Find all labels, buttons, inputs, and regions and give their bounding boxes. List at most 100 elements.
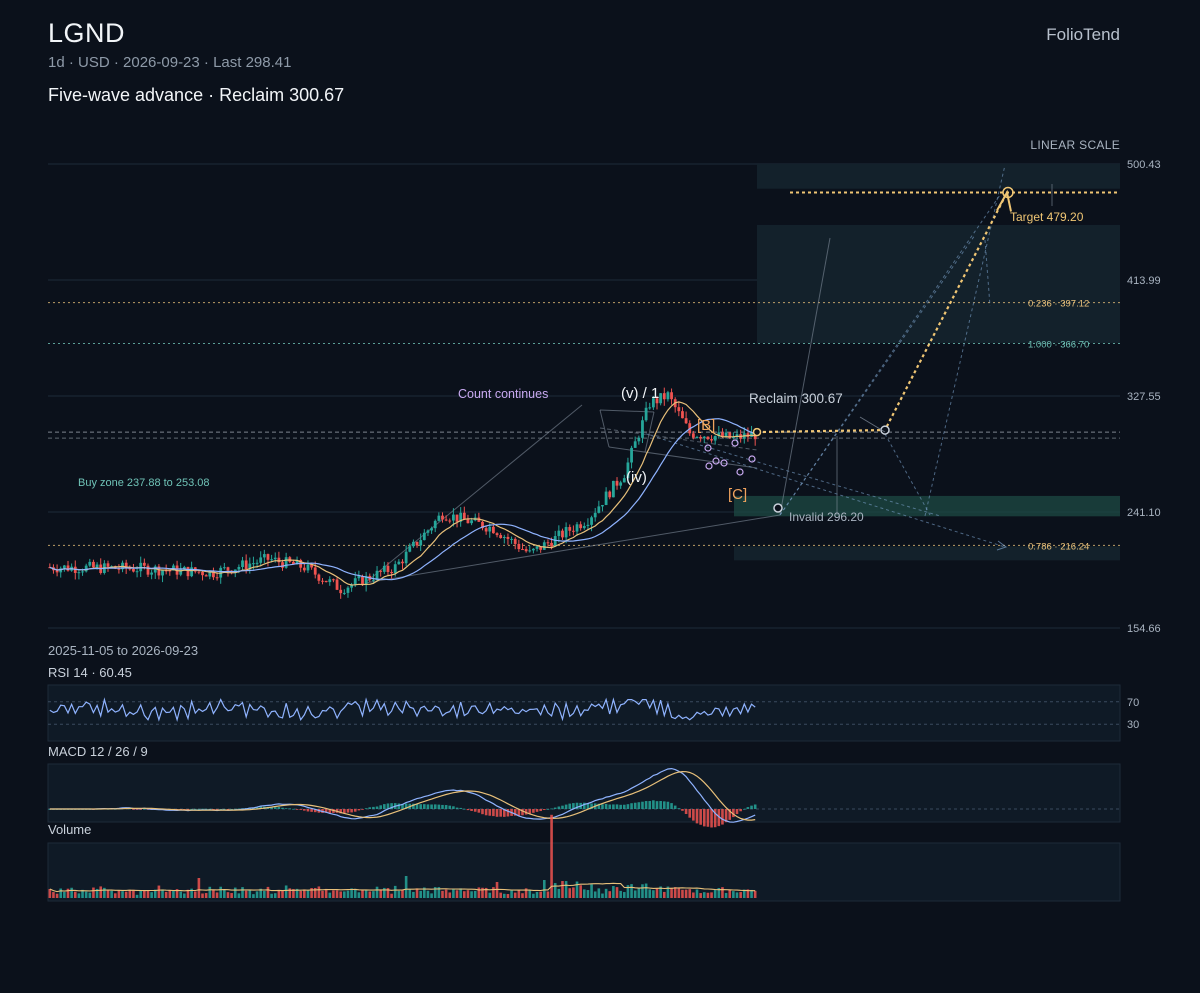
volume-bar	[459, 888, 462, 898]
volume-bar	[553, 883, 557, 898]
candle-body	[95, 564, 99, 568]
volume-bar	[248, 890, 252, 898]
volume-bar	[99, 886, 103, 898]
candle-body	[466, 518, 470, 524]
annot-reclaim: Reclaim 300.67	[749, 391, 843, 406]
macd-hist-bar	[568, 803, 572, 809]
candle-body	[444, 519, 448, 521]
volume-bar	[608, 891, 612, 898]
candle-body	[488, 526, 492, 532]
macd-hist-bar	[706, 809, 710, 827]
volume-bar	[604, 888, 608, 898]
volume-bar	[644, 883, 648, 898]
volume-bar	[448, 892, 452, 898]
volume-bar	[212, 889, 215, 898]
volume-bar	[601, 893, 604, 898]
candle-body	[335, 579, 339, 590]
macd-hist-bar	[488, 809, 492, 816]
volume-bar	[477, 887, 481, 898]
macd-hist-bar	[666, 801, 670, 809]
panel-frame	[47, 684, 1121, 742]
macd-hist-bar	[546, 808, 550, 810]
macd-hist-bar	[746, 807, 750, 809]
volume-bar	[721, 887, 724, 898]
macd-hist-bar	[477, 809, 481, 813]
scale-label[interactable]: LINEAR SCALE	[1030, 138, 1120, 152]
candle-body	[513, 538, 517, 544]
candle-body	[666, 392, 670, 400]
lower-zone	[734, 546, 1120, 561]
candle-body	[531, 548, 535, 551]
macd-hist-bar	[604, 803, 608, 809]
macd-hist-bar	[470, 809, 473, 811]
volume-bar	[81, 889, 84, 898]
volume-bar	[73, 891, 77, 898]
fib-level-label: 0.236 · 397.12	[1028, 299, 1089, 310]
volume-bar	[310, 888, 313, 898]
candle-body	[124, 562, 128, 569]
volume-bar	[517, 889, 521, 898]
volume-bar	[521, 893, 524, 898]
volume-bar	[735, 892, 739, 898]
macd-hist-bar	[197, 808, 201, 810]
macd-hist-bar	[299, 809, 302, 810]
volume-bar	[444, 889, 448, 898]
candle-body	[597, 506, 601, 513]
candle-body	[437, 515, 441, 521]
price-annotations: Count continues (v) / 1 (iv) [B] [C] Rec…	[78, 210, 1084, 524]
candle-body	[604, 491, 608, 506]
volume-bar	[375, 886, 379, 898]
candle-body	[622, 478, 626, 483]
volume-bar	[390, 893, 393, 898]
candle-body	[59, 568, 63, 573]
macd-hist-bar	[193, 808, 197, 810]
volume-bar	[284, 885, 288, 898]
volume-bar	[190, 888, 193, 898]
volume-bar	[48, 889, 52, 898]
volume-bar	[582, 889, 586, 898]
candle-body	[342, 592, 346, 594]
volume-bar	[110, 890, 113, 898]
volume-bar	[612, 886, 615, 898]
macd-hist-bar	[499, 809, 502, 817]
macd-hist-bar	[655, 801, 659, 809]
candle-body	[462, 512, 466, 519]
volume-bar	[742, 889, 746, 898]
macd-hist-bar	[313, 809, 317, 813]
annot-wave-v: (v) / 1	[621, 385, 659, 402]
candle-body	[702, 436, 706, 439]
candle-body	[459, 512, 463, 522]
volume-bar	[546, 891, 550, 898]
volume-title: Volume	[48, 822, 91, 837]
pivot-marker	[704, 444, 712, 452]
macd-hist-bar	[135, 809, 139, 810]
volume-bar	[648, 889, 652, 898]
volume-bar	[143, 889, 146, 898]
candle-body	[695, 436, 699, 438]
candle-body	[448, 520, 452, 522]
macd-hist-bar	[444, 805, 448, 809]
macd-signal-line	[49, 770, 756, 821]
candle-body	[571, 530, 575, 532]
volume-bar	[288, 888, 292, 898]
volume-bar	[430, 893, 433, 898]
volume-bar	[226, 892, 230, 898]
fib-level-label: 0.786 · 216.24	[1028, 541, 1089, 552]
macd-hist-bar	[368, 807, 372, 809]
candle-body	[379, 570, 383, 572]
candle-body	[212, 570, 215, 578]
volume-bar	[117, 890, 121, 898]
candle-body	[655, 398, 659, 404]
candle-body	[208, 570, 212, 577]
candle-body	[292, 561, 295, 565]
macd-hist-bar	[513, 809, 517, 816]
candle-body	[630, 447, 633, 463]
macd-hist-bar	[626, 804, 630, 809]
candle-body	[619, 482, 623, 486]
candle-body	[408, 546, 412, 552]
candle-body	[470, 520, 473, 524]
macd-hist-bar	[139, 809, 143, 810]
volume-bar	[739, 892, 742, 898]
volume-bar	[484, 887, 488, 898]
